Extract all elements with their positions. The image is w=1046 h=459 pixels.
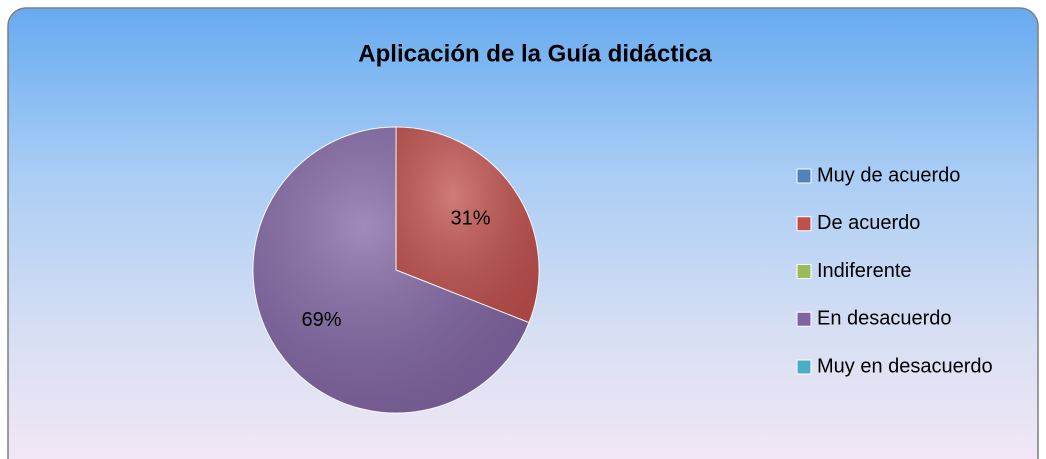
legend-swatch bbox=[796, 216, 812, 232]
slice-shading bbox=[396, 127, 539, 323]
legend-label: Muy de acuerdo bbox=[817, 164, 960, 186]
legend-swatch bbox=[796, 311, 812, 327]
legend-swatch bbox=[796, 264, 812, 279]
legend-swatch bbox=[796, 168, 812, 184]
legend-label: Indiferente bbox=[817, 260, 912, 282]
legend-label: En desacuerdo bbox=[817, 308, 952, 330]
slice-shading bbox=[252, 126, 529, 413]
data-label: 31% bbox=[450, 208, 490, 230]
chart-title: Aplicación de la Guía didáctica bbox=[358, 40, 712, 67]
legend-swatch bbox=[796, 359, 812, 375]
legend-label: Muy en desacuerdo bbox=[817, 355, 993, 377]
data-label: 69% bbox=[301, 309, 341, 331]
legend-label: De acuerdo bbox=[817, 212, 920, 234]
